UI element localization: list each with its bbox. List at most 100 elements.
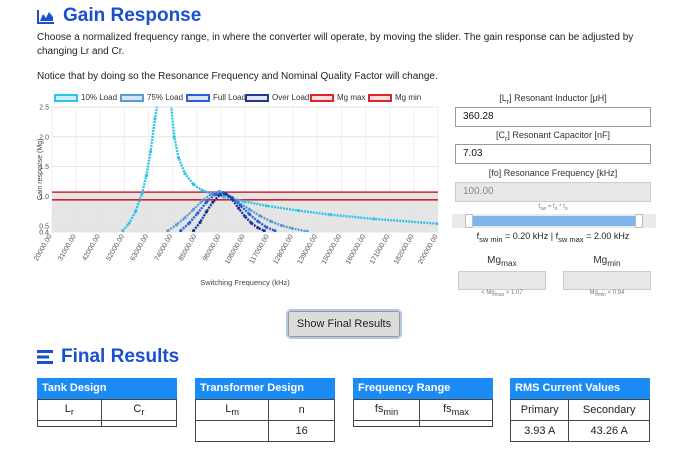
gain-response-heading: Gain Response bbox=[37, 5, 201, 27]
fsmax-value bbox=[419, 420, 493, 427]
y-tick-label: 1.0 bbox=[39, 194, 49, 201]
data-point bbox=[140, 191, 144, 195]
tank-design-panel: Tank Design Lr Cr bbox=[37, 378, 178, 427]
x-tick-label: 42000.00 bbox=[81, 233, 102, 262]
data-point bbox=[264, 225, 268, 229]
legend-swatch bbox=[310, 93, 334, 102]
data-point bbox=[247, 207, 251, 211]
x-tick-label: 182000.00 bbox=[393, 233, 416, 265]
y-tick-label: 0.4 bbox=[39, 230, 49, 237]
data-point bbox=[297, 209, 301, 213]
fsmin-header: fsmin bbox=[352, 399, 421, 421]
data-point bbox=[153, 117, 157, 121]
x-tick-label: 63000.00 bbox=[130, 233, 151, 262]
y-tick-label: 2.0 bbox=[39, 134, 49, 141]
data-point bbox=[290, 226, 294, 230]
data-point bbox=[121, 229, 125, 232]
legend-swatch bbox=[368, 93, 392, 102]
legend-item[interactable]: 10% Load bbox=[54, 93, 117, 102]
tank-lr-value bbox=[37, 420, 102, 427]
x-tick-label: 106000.00 bbox=[224, 233, 247, 265]
mgmax-label: Mgmax bbox=[487, 255, 517, 268]
rms-secondary-value: 43.26 A bbox=[568, 420, 650, 442]
legend-label: Full Load bbox=[213, 93, 246, 102]
data-point bbox=[372, 217, 376, 221]
data-point bbox=[183, 216, 187, 220]
fsw-formula: fsw = fn * fo bbox=[538, 204, 568, 213]
mgmin-label: Mgmin bbox=[593, 255, 621, 268]
show-final-results-button[interactable]: Show Final Results bbox=[288, 311, 400, 337]
legend-swatch bbox=[245, 93, 269, 102]
transformer-n-header: n bbox=[268, 399, 335, 421]
inductor-label: [Lr] Resonant Inductor [μH] bbox=[499, 93, 607, 106]
x-axis-title: Switching Frequency (kHz) bbox=[200, 278, 290, 287]
data-point bbox=[436, 222, 438, 226]
capacitor-input[interactable]: 7.03 bbox=[455, 144, 651, 164]
data-point bbox=[239, 204, 243, 208]
y-axis-title: Gain response (Mg) bbox=[37, 139, 44, 201]
legend-item[interactable]: 75% Load bbox=[120, 93, 183, 102]
data-point bbox=[183, 172, 187, 176]
data-point bbox=[247, 212, 251, 216]
slider-handle-max[interactable] bbox=[635, 214, 644, 228]
data-point bbox=[269, 219, 273, 223]
frequency-range-slider[interactable] bbox=[452, 214, 656, 228]
y-tick-label: 0.5 bbox=[39, 224, 49, 231]
legend-swatch bbox=[120, 93, 144, 102]
x-tick-label: 74000.00 bbox=[154, 233, 175, 262]
transformer-design-table: Lm n 16 bbox=[194, 399, 335, 442]
legend-item[interactable]: Full Load bbox=[186, 93, 246, 102]
gain-chart: 0.40.5 1.0 1.5 2.0 2.5 20000.00 31000.00 42000.… bbox=[33, 102, 440, 288]
notice-text: Notice that by doing so the Resonance Fr… bbox=[37, 71, 438, 82]
data-point bbox=[209, 192, 213, 197]
rms-primary-header: Primary bbox=[509, 399, 570, 421]
data-point bbox=[262, 229, 266, 232]
mgmin-input bbox=[563, 271, 651, 290]
resonance-label: [fo] Resonance Frequency [kHz] bbox=[488, 168, 618, 178]
transformer-design-title: Transformer Design bbox=[195, 378, 335, 399]
data-point bbox=[258, 214, 262, 218]
fsw-range-text: fsw min = 0.20 kHz | fsw max = 2.00 kHz bbox=[476, 231, 630, 244]
x-tick-label: 52000.00 bbox=[105, 233, 126, 262]
data-point bbox=[149, 150, 153, 154]
tank-lr-header: Lr bbox=[37, 399, 102, 421]
legend-swatch bbox=[54, 93, 78, 102]
rms-current-table: Primary Secondary 3.93 A 43.26 A bbox=[509, 399, 650, 442]
data-point bbox=[191, 207, 196, 211]
series-line bbox=[179, 191, 276, 232]
data-point bbox=[169, 102, 172, 105]
list-icon bbox=[37, 350, 53, 364]
x-tick-label: 117000.00 bbox=[249, 233, 271, 265]
data-point bbox=[243, 214, 247, 219]
data-point bbox=[174, 223, 178, 227]
data-point bbox=[127, 221, 131, 225]
capacitor-label: [Cr] Resonant Capacitor [nF] bbox=[496, 130, 610, 143]
resonance-input: 100.00 bbox=[455, 182, 651, 202]
fsmin-value bbox=[352, 420, 421, 427]
legend-item[interactable]: Over Load bbox=[245, 93, 309, 102]
data-point bbox=[191, 229, 196, 232]
rms-current-panel: RMS Current Values Primary Secondary 3.9… bbox=[509, 378, 650, 442]
transformer-design-panel: Transformer Design Lm n 16 bbox=[194, 378, 335, 442]
frequency-range-table: fsmin fsmax bbox=[352, 399, 493, 427]
legend-label: 75% Load bbox=[147, 93, 184, 102]
data-point bbox=[191, 182, 196, 186]
legend-item[interactable]: Mg min bbox=[368, 93, 421, 102]
series-group bbox=[121, 102, 438, 232]
inductor-input[interactable]: 360.28 bbox=[455, 107, 651, 127]
data-point bbox=[273, 229, 277, 232]
data-point bbox=[249, 221, 253, 225]
data-point bbox=[305, 229, 309, 232]
legend-item[interactable]: Mg max bbox=[310, 93, 365, 102]
data-point bbox=[237, 206, 241, 210]
x-tick-label: 171000.00 bbox=[369, 233, 392, 265]
frequency-range-title: Frequency Range bbox=[353, 378, 493, 399]
data-point bbox=[134, 209, 138, 213]
data-point bbox=[224, 192, 228, 196]
data-point bbox=[172, 135, 176, 139]
x-tick-label: 31000.00 bbox=[57, 233, 78, 262]
x-tick-label: 139000.00 bbox=[296, 233, 319, 265]
slider-handle-min[interactable] bbox=[464, 214, 473, 228]
tank-design-table: Lr Cr bbox=[37, 399, 178, 427]
transformer-lm-header: Lm bbox=[194, 399, 270, 421]
